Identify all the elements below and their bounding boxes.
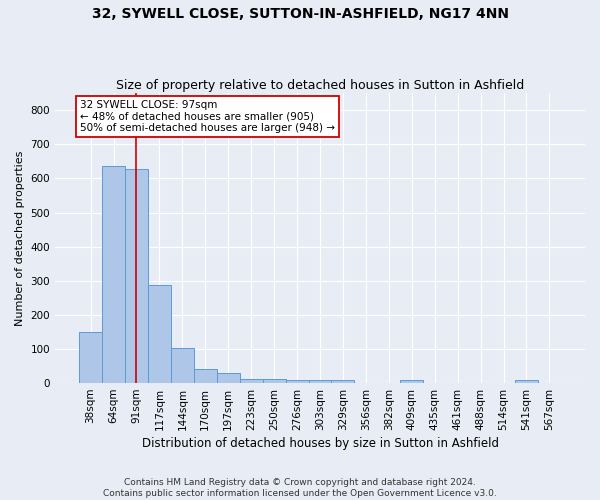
Title: Size of property relative to detached houses in Sutton in Ashfield: Size of property relative to detached ho… [116,79,524,92]
X-axis label: Distribution of detached houses by size in Sutton in Ashfield: Distribution of detached houses by size … [142,437,499,450]
Text: Contains HM Land Registry data © Crown copyright and database right 2024.
Contai: Contains HM Land Registry data © Crown c… [103,478,497,498]
Bar [79,332,102,383]
Text: 32, SYWELL CLOSE, SUTTON-IN-ASHFIELD, NG17 4NN: 32, SYWELL CLOSE, SUTTON-IN-ASHFIELD, NG… [91,8,509,22]
Bar [148,285,171,383]
Bar [240,379,263,383]
Bar [308,380,331,383]
Bar [194,368,217,383]
Bar [286,380,308,383]
Bar [331,380,355,383]
Text: 32 SYWELL CLOSE: 97sqm
← 48% of detached houses are smaller (905)
50% of semi-de: 32 SYWELL CLOSE: 97sqm ← 48% of detached… [80,100,335,133]
Bar [102,166,125,383]
Bar [217,373,240,383]
Bar [171,348,194,383]
Bar [125,169,148,383]
Bar [263,379,286,383]
Y-axis label: Number of detached properties: Number of detached properties [15,150,25,326]
Bar [400,380,423,383]
Bar [515,380,538,383]
